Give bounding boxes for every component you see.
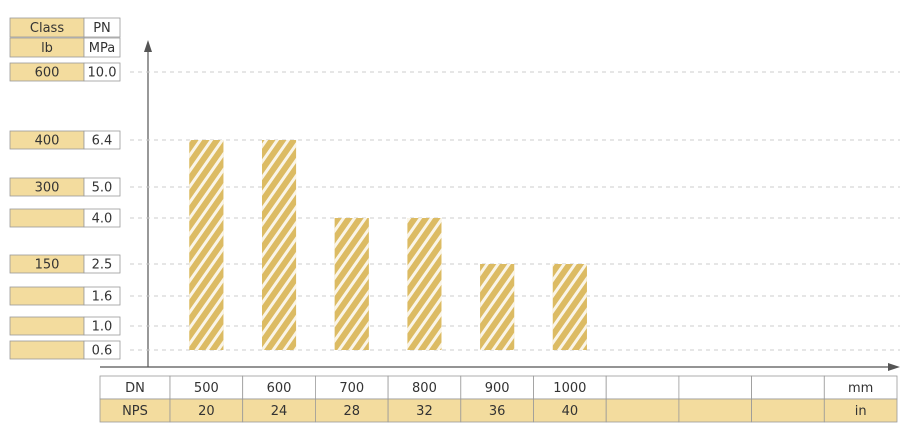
- class-header: Class: [30, 21, 64, 36]
- bar: [262, 140, 297, 350]
- class-label-cell: [9, 286, 85, 306]
- pn-unit-cell: [83, 37, 121, 58]
- x-tick-label: 800: [412, 381, 437, 396]
- y-tick-label: 10.0: [88, 66, 117, 81]
- y-tick-label: 4.0: [92, 212, 113, 227]
- y-tick-label: 6.4: [92, 134, 113, 149]
- nps-unit: in: [855, 404, 867, 419]
- bar: [189, 140, 224, 350]
- dn-header: DN: [125, 381, 145, 396]
- x-tick-label: 700: [339, 381, 364, 396]
- x-tick-label: 600: [267, 381, 292, 396]
- pn-header-cell: [83, 17, 121, 38]
- class-label: 400: [35, 134, 60, 149]
- bar: [334, 218, 369, 350]
- x-tick-label-cell: [605, 375, 680, 400]
- class-label-cell: [9, 340, 85, 360]
- x-tick-label-cell: [678, 375, 753, 400]
- y-tick-label: 1.0: [92, 320, 113, 335]
- nps-label: 20: [198, 404, 215, 419]
- y-tick-label: 5.0: [92, 181, 113, 196]
- class-label: 150: [35, 258, 60, 273]
- bar: [407, 218, 442, 350]
- nps-label-cell: [605, 398, 680, 423]
- nps-label-cell: [751, 398, 825, 423]
- class-label-cell: [9, 316, 85, 336]
- nps-label: 40: [562, 404, 579, 419]
- nps-unit-cell: [823, 398, 898, 423]
- y-tick-label-cell: [83, 340, 121, 360]
- nps-label: 28: [343, 404, 360, 419]
- dn-unit: mm: [848, 381, 873, 396]
- y-arrow: [144, 40, 152, 52]
- y-tick-label: 2.5: [92, 258, 113, 273]
- y-tick-label-cell: [83, 62, 121, 82]
- class-label-cell: [9, 208, 85, 228]
- pn-unit: MPa: [89, 41, 115, 56]
- nps-label-cell: [678, 398, 753, 423]
- nps-label: 24: [271, 404, 288, 419]
- x-arrow: [888, 363, 900, 371]
- nps-header: NPS: [122, 404, 148, 419]
- y-tick-label-cell: [83, 254, 121, 274]
- class-label: 300: [35, 181, 60, 196]
- y-tick-label-cell: [83, 316, 121, 336]
- nps-label: 32: [416, 404, 433, 419]
- pn-header: PN: [93, 21, 111, 36]
- y-tick-label-cell: [83, 208, 121, 228]
- class-label: 600: [35, 66, 60, 81]
- bar: [480, 264, 515, 350]
- class-unit: lb: [41, 41, 53, 56]
- y-tick-label-cell: [83, 130, 121, 150]
- x-tick-label-cell: [751, 375, 825, 400]
- y-tick-label-cell: [83, 177, 121, 197]
- x-tick-label: 500: [194, 381, 219, 396]
- x-tick-label: 900: [485, 381, 510, 396]
- bar: [552, 264, 587, 350]
- y-tick-label: 0.6: [92, 344, 113, 359]
- nps-label: 36: [489, 404, 506, 419]
- y-tick-label-cell: [83, 286, 121, 306]
- x-tick-label: 1000: [553, 381, 586, 396]
- y-tick-label: 1.6: [92, 290, 113, 305]
